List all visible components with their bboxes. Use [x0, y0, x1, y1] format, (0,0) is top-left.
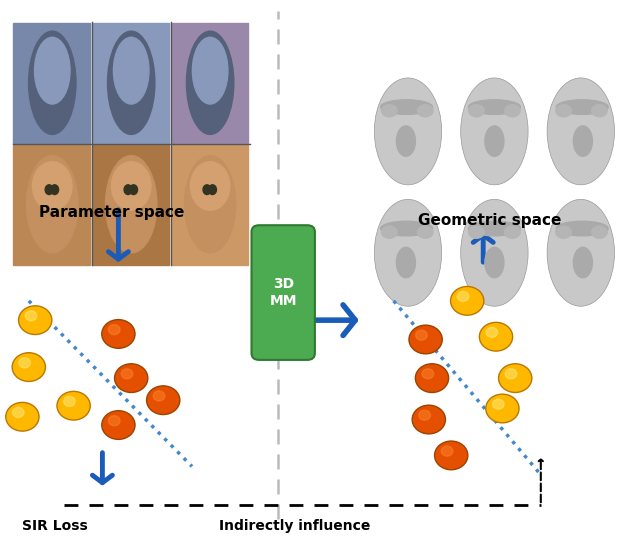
- Ellipse shape: [186, 31, 234, 135]
- Ellipse shape: [591, 105, 607, 117]
- Ellipse shape: [113, 38, 149, 104]
- Ellipse shape: [396, 247, 415, 278]
- FancyBboxPatch shape: [252, 225, 315, 360]
- Circle shape: [102, 411, 135, 439]
- Ellipse shape: [35, 38, 70, 104]
- Bar: [92, 145, 170, 265]
- Circle shape: [441, 446, 453, 456]
- Ellipse shape: [45, 185, 53, 194]
- Circle shape: [115, 364, 148, 392]
- Ellipse shape: [547, 199, 614, 306]
- Circle shape: [435, 441, 468, 470]
- Ellipse shape: [468, 100, 520, 114]
- Ellipse shape: [504, 105, 520, 117]
- Circle shape: [12, 407, 24, 417]
- Ellipse shape: [209, 185, 216, 194]
- Ellipse shape: [485, 247, 504, 278]
- Circle shape: [492, 399, 504, 409]
- Ellipse shape: [381, 221, 433, 236]
- Ellipse shape: [106, 156, 157, 253]
- Ellipse shape: [381, 105, 397, 117]
- Ellipse shape: [33, 162, 72, 210]
- Ellipse shape: [203, 185, 211, 194]
- Ellipse shape: [374, 199, 442, 306]
- Ellipse shape: [485, 126, 504, 156]
- Circle shape: [12, 353, 45, 381]
- Circle shape: [25, 311, 37, 321]
- Circle shape: [505, 369, 517, 379]
- Ellipse shape: [374, 78, 442, 185]
- Circle shape: [419, 410, 431, 420]
- Ellipse shape: [461, 199, 528, 306]
- Ellipse shape: [184, 156, 236, 253]
- Circle shape: [153, 391, 165, 401]
- Text: SIR Loss: SIR Loss: [22, 518, 87, 533]
- Ellipse shape: [504, 226, 520, 238]
- Circle shape: [6, 402, 39, 431]
- Ellipse shape: [124, 185, 132, 194]
- Ellipse shape: [573, 126, 593, 156]
- Circle shape: [486, 327, 498, 337]
- Circle shape: [147, 386, 180, 415]
- Ellipse shape: [556, 105, 572, 117]
- Ellipse shape: [547, 78, 614, 185]
- Bar: [13, 23, 90, 144]
- Ellipse shape: [193, 38, 228, 104]
- Text: Geometric space: Geometric space: [418, 213, 561, 229]
- Bar: [13, 145, 90, 265]
- Ellipse shape: [417, 226, 433, 238]
- Ellipse shape: [468, 226, 484, 238]
- Ellipse shape: [381, 100, 433, 114]
- Circle shape: [19, 306, 52, 335]
- Circle shape: [108, 325, 120, 335]
- Circle shape: [108, 416, 120, 426]
- Circle shape: [121, 369, 133, 379]
- Bar: [171, 23, 248, 144]
- Ellipse shape: [573, 247, 593, 278]
- Ellipse shape: [556, 226, 572, 238]
- Circle shape: [409, 325, 442, 354]
- Ellipse shape: [130, 185, 138, 194]
- Circle shape: [479, 322, 513, 351]
- Ellipse shape: [468, 221, 520, 236]
- Ellipse shape: [191, 162, 230, 210]
- Ellipse shape: [381, 226, 397, 238]
- Circle shape: [19, 358, 31, 368]
- Circle shape: [57, 391, 90, 420]
- Ellipse shape: [27, 156, 78, 253]
- Circle shape: [412, 405, 445, 434]
- Circle shape: [63, 396, 76, 406]
- Bar: [171, 145, 248, 265]
- Ellipse shape: [396, 126, 415, 156]
- Ellipse shape: [461, 78, 528, 185]
- Bar: [92, 23, 170, 144]
- Circle shape: [415, 364, 449, 392]
- Ellipse shape: [591, 226, 607, 238]
- Ellipse shape: [417, 105, 433, 117]
- Text: Parameter space: Parameter space: [39, 205, 185, 220]
- Ellipse shape: [468, 105, 484, 117]
- Ellipse shape: [51, 185, 59, 194]
- Text: 3D
MM: 3D MM: [269, 278, 297, 307]
- Circle shape: [415, 330, 428, 340]
- Circle shape: [102, 320, 135, 348]
- Ellipse shape: [108, 31, 155, 135]
- Ellipse shape: [111, 162, 151, 210]
- Ellipse shape: [556, 221, 608, 236]
- Circle shape: [451, 286, 484, 315]
- Ellipse shape: [29, 31, 76, 135]
- Ellipse shape: [556, 100, 608, 114]
- Circle shape: [499, 364, 532, 392]
- Circle shape: [457, 291, 469, 301]
- Circle shape: [422, 369, 434, 379]
- Circle shape: [486, 394, 519, 423]
- Text: Indirectly influence: Indirectly influence: [219, 518, 370, 533]
